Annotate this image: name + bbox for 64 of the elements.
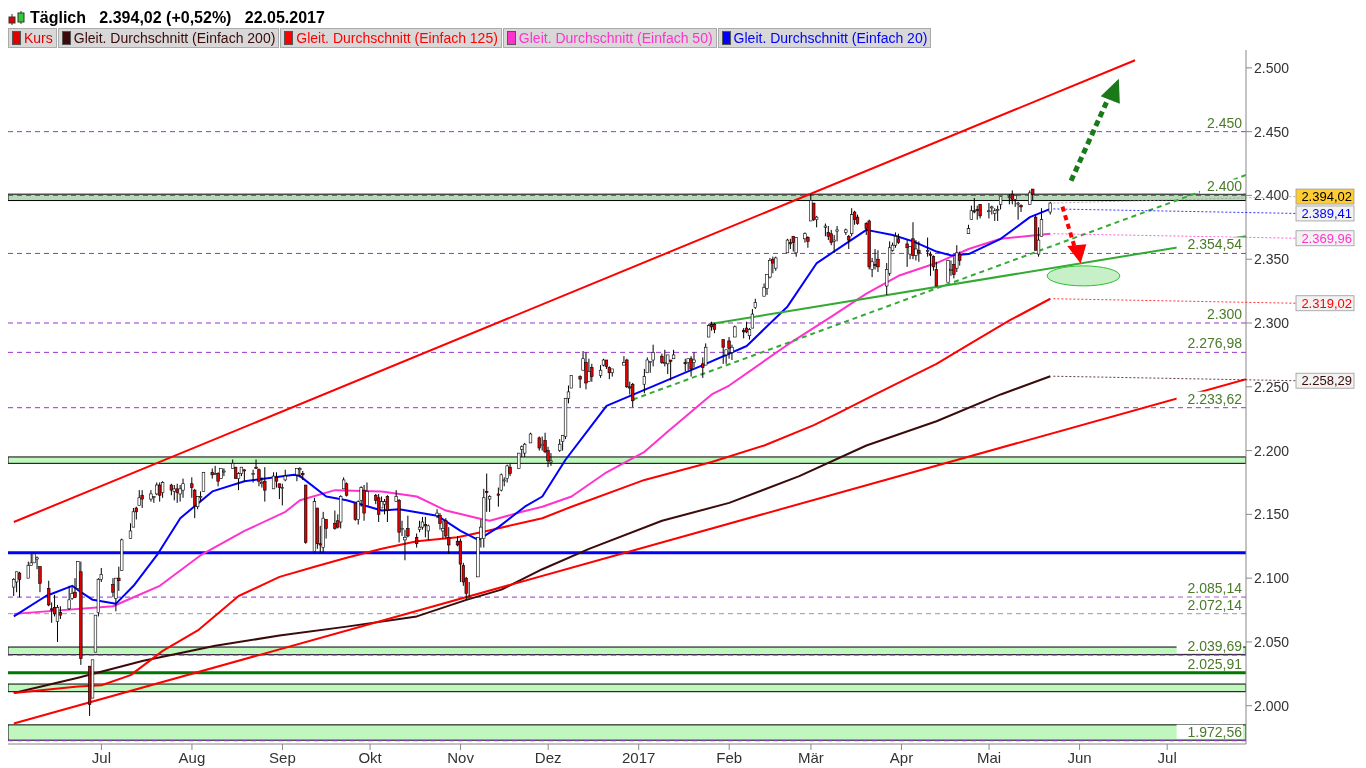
candlestick: [263, 466, 267, 503]
x-tick-label: Jun: [1067, 748, 1092, 766]
y-tick-label: 2.150: [1254, 506, 1290, 523]
candlestick: [727, 336, 731, 360]
x-tick-label: Feb: [716, 748, 743, 766]
y-tick-label: 2.350: [1254, 251, 1290, 268]
candlestick: [111, 577, 115, 598]
ref-line-label: 1.972,56: [1187, 723, 1243, 740]
legend-label: Gleit. Durchschnitt (Einfach 200): [57, 28, 280, 48]
y-tick-label: 2.400: [1254, 187, 1290, 204]
x-tick-label: Dez: [534, 748, 562, 766]
candlestick: [578, 374, 582, 389]
ref-line-label: 2.354,54: [1187, 236, 1243, 253]
ref-line-label: 2.300: [1206, 306, 1243, 323]
candlestick: [917, 240, 921, 263]
candlestick: [222, 467, 226, 477]
candlestick: [362, 484, 366, 522]
x-tick-label: Jul: [1157, 748, 1177, 766]
candlestick: [721, 339, 725, 365]
candlestick: [925, 237, 930, 258]
candlestick: [251, 469, 255, 483]
candlestick: [67, 585, 71, 611]
candlestick: [946, 260, 950, 283]
x-tick-label: 2017: [621, 748, 656, 766]
candlestick: [806, 235, 810, 249]
legend-label: Gleit. Durchschnitt (Einfach 125): [280, 28, 502, 48]
y-tick-label: 2.500: [1254, 59, 1290, 76]
x-tick-label: Mai: [976, 748, 1002, 766]
candlestick: [876, 249, 880, 273]
ref-line-label: 2.072,14: [1187, 596, 1243, 613]
x-tick-label: Mär: [798, 748, 824, 766]
x-tick-label: Sep: [269, 748, 296, 766]
legend-label: Gleit. Durchschnitt (Einfach 20): [717, 28, 932, 48]
candlestick: [181, 478, 185, 499]
ref-line-label: 2.085,14: [1187, 580, 1243, 597]
ref-line-label: 2.025,91: [1187, 655, 1243, 672]
x-tick-label: Aug: [178, 748, 206, 766]
legend-label: Gleit. Durchschnitt (Einfach 50): [502, 28, 717, 48]
ref-line-label: 2.233,62: [1187, 390, 1243, 407]
candlestick: [584, 351, 588, 390]
y-tick-label: 2.450: [1254, 123, 1290, 140]
text: 2.394,02: [1301, 189, 1352, 205]
y-tick-label: 2.100: [1254, 570, 1290, 587]
data-label: 2.319,02: [1301, 295, 1352, 311]
data-label: 2.369,96: [1301, 230, 1352, 246]
candlestick: [15, 571, 19, 593]
ref-line-label: 2.039,69: [1187, 638, 1243, 655]
y-tick-label: 2.050: [1254, 633, 1290, 650]
candlestick: [803, 231, 807, 244]
y-tick-label: 2.300: [1254, 314, 1290, 331]
x-tick-label: Nov: [447, 748, 475, 766]
x-tick-label: Apr: [889, 748, 914, 766]
x-tick-label: Okt: [358, 748, 383, 766]
y-tick-label: 2.200: [1254, 442, 1290, 459]
y-tick-label: 2.000: [1254, 697, 1290, 714]
legend-label: Kurs: [8, 28, 57, 48]
x-tick-label: Jul: [91, 748, 112, 766]
y-tick-label: 2.250: [1254, 378, 1290, 395]
data-label: 2.389,41: [1301, 205, 1352, 221]
chart-title: Täglich 2.394,02 (+0,52%) 22.05.2017: [29, 8, 326, 28]
ref-line-label: 2.276,98: [1187, 335, 1243, 352]
data-label: 2.258,29: [1301, 373, 1352, 389]
ref-line-label: 2.400: [1206, 178, 1243, 195]
ref-line-label: 2.450: [1206, 114, 1243, 131]
